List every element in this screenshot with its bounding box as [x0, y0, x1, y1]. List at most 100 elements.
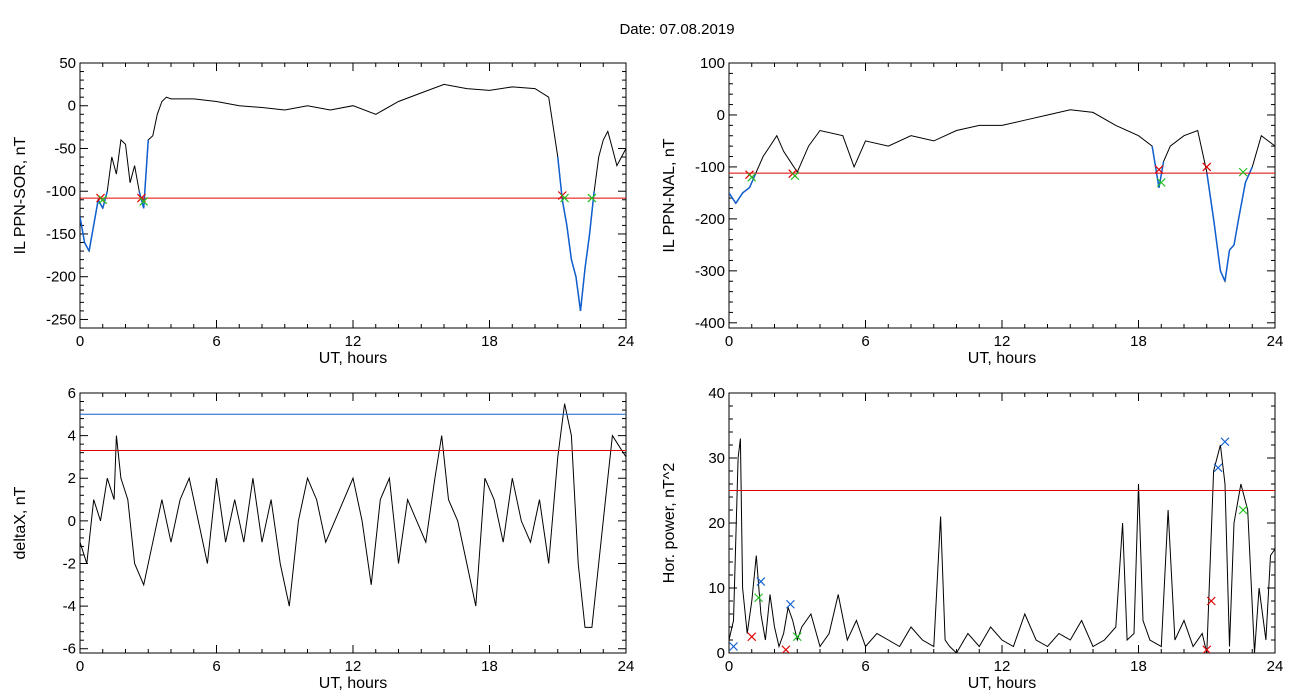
chart-3-ytick-label: 10 [708, 580, 725, 597]
chart-0-series-highlight-segment [561, 199, 568, 226]
chart-2-ytick-label: 2 [68, 470, 76, 487]
chart-1-xtick-label: 18 [1130, 333, 1147, 350]
chart-2-xtick-label: 6 [212, 658, 220, 675]
chart-1-marker-green [790, 171, 800, 181]
chart-0-series-highlight-segment [575, 276, 582, 312]
chart-1-marker-green [1156, 178, 1166, 187]
chart-1-series-highlight-segment [742, 187, 750, 194]
chart-0-series-highlight-segment [579, 268, 586, 311]
chart-1-ytick-label: 100 [700, 55, 725, 72]
chart-3-xtick-label: 18 [1130, 658, 1147, 675]
chart-2-ylabel: deltaX, nT [12, 486, 29, 559]
chart-1-xtick-label: 12 [994, 333, 1011, 350]
chart-0-series-highlight-segment [584, 233, 591, 269]
chart-0-ytick-label: 50 [59, 55, 76, 72]
chart-1-marker-green [1238, 167, 1248, 177]
chart-1-marker-red [1154, 165, 1164, 174]
chart-1-ytick-label: 0 [717, 107, 725, 124]
chart-0-xlabel: UT, hours [319, 350, 387, 367]
chart-1-series-highlight-segment [1224, 249, 1231, 282]
chart-1-ytick-label: -300 [695, 263, 725, 280]
chart-3-xtick-label: 24 [1267, 658, 1284, 675]
chart-2-ytick-label: 4 [68, 428, 76, 445]
chart-1-series-line [729, 109, 1275, 283]
chart-3-series-line [729, 438, 1275, 653]
page-title: Date: 07.08.2019 [619, 21, 734, 38]
chart-2-ytick-label: 6 [68, 385, 76, 402]
chart-3-marker-blue [756, 577, 766, 586]
chart-0-ytick-label: -250 [46, 311, 76, 328]
chart-0-xtick-label: 0 [76, 333, 84, 350]
chart-1-ytick-label: -200 [695, 211, 725, 228]
chart-1-series-highlight-segment [1233, 218, 1240, 245]
chart-1-series-highlight-segment [1244, 166, 1253, 183]
chart-1-series-highlight-segment [1212, 218, 1222, 271]
chart-3-marker-blue [1220, 437, 1230, 447]
panel-ppn-nal: 0 6 12 18 24 -400 -300 -200 -100 0 100 UT, hours IL … [661, 55, 1283, 367]
chart-0-ylabel: IL PPN-SOR, nT [12, 136, 29, 254]
chart-0-marker-green [139, 197, 149, 206]
chart-3-marker-green [1238, 505, 1248, 515]
chart-0-ytick-label: 0 [68, 98, 76, 115]
chart-1-marker-red [1202, 162, 1212, 172]
chart-0-marker-green [98, 195, 108, 205]
chart-1-xtick-label: 24 [1267, 333, 1284, 350]
chart-0-xtick-label: 6 [212, 333, 220, 350]
chart-0-series-highlight-segment [142, 139, 149, 209]
chart-3-marker-green [754, 593, 763, 603]
chart-0-series-highlight-segment [80, 216, 86, 243]
chart-1-xlabel: UT, hours [968, 350, 1036, 367]
chart-1-marker-green [747, 172, 757, 182]
chart-2-xtick-label: 12 [345, 658, 362, 675]
chart-1-xtick-label: 0 [725, 333, 733, 350]
chart-0-ytick-label: -200 [46, 269, 76, 286]
chart-1-series-highlight-segment [1219, 270, 1226, 282]
chart-2-ytick-label: 0 [68, 513, 76, 530]
chart-1-plot-frame [728, 62, 1276, 329]
chart-2-xtick-label: 0 [76, 658, 84, 675]
panel-ppn-sor: 0 6 12 18 24 -250 -200 -150 -100 -50 0 50 UT, hours I… [12, 55, 634, 367]
chart-2-series-line [80, 403, 626, 628]
chart-0-series-highlight-segment [570, 259, 577, 277]
chart-2-ytick-label: -4 [63, 598, 76, 615]
chart-3-marker-blue [786, 599, 795, 609]
chart-3-ytick-label: 40 [708, 385, 725, 402]
chart-1-ytick-label: -100 [695, 159, 725, 176]
chart-3-marker-blue [1213, 463, 1223, 473]
chart-0-series-highlight-segment [88, 225, 95, 252]
chart-0-xtick-label: 24 [618, 333, 635, 350]
chart-0-marker-green [587, 193, 597, 203]
chart-0-series-highlight-segment [92, 199, 99, 226]
chart-1-ytick-label: -400 [695, 315, 725, 332]
chart-0-series-highlight-segment [97, 199, 104, 209]
panel-hor-power: 0 6 12 18 24 0 10 20 30 40 UT, hours Hor. power, nT… [661, 385, 1283, 692]
chart-3-xtick-label: 6 [861, 658, 869, 675]
chart-0-series-highlight-segment [566, 225, 573, 260]
chart-2-ytick-label: -6 [63, 641, 76, 658]
chart-0-ytick-label: -150 [46, 226, 76, 243]
chart-1-series-highlight-segment [735, 192, 744, 204]
chart-3-ytick-label: 0 [717, 645, 725, 662]
chart-0-xtick-label: 12 [345, 333, 362, 350]
chart-3-marker-red [1206, 596, 1216, 606]
chart-3-marker-red [1202, 645, 1212, 653]
chart-2-xtick-label: 18 [481, 658, 498, 675]
chart-0-series-highlight-segment [557, 156, 564, 200]
chart-1-series-highlight-segment [729, 192, 737, 204]
chart-3-xlabel: UT, hours [968, 675, 1036, 692]
chart-1-xtick-label: 6 [861, 333, 869, 350]
chart-1-series-highlight-segment [1206, 172, 1215, 219]
chart-3-marker-green [792, 632, 802, 642]
chart-3-marker-red [781, 645, 791, 653]
chart-3-ylabel: Hor. power, nT^2 [661, 463, 678, 584]
chart-3-marker-blue [729, 642, 738, 651]
chart-2-ytick-label: -2 [63, 555, 76, 572]
chart-0-series-highlight-segment [102, 191, 109, 209]
chart-2-xlabel: UT, hours [319, 675, 387, 692]
chart-1-ylabel: IL PPN-NAL, nT [661, 138, 678, 252]
chart-3-marker-red [747, 632, 757, 642]
chart-0-series-highlight-segment [83, 242, 90, 252]
chart-0-ytick-label: -50 [54, 140, 76, 157]
